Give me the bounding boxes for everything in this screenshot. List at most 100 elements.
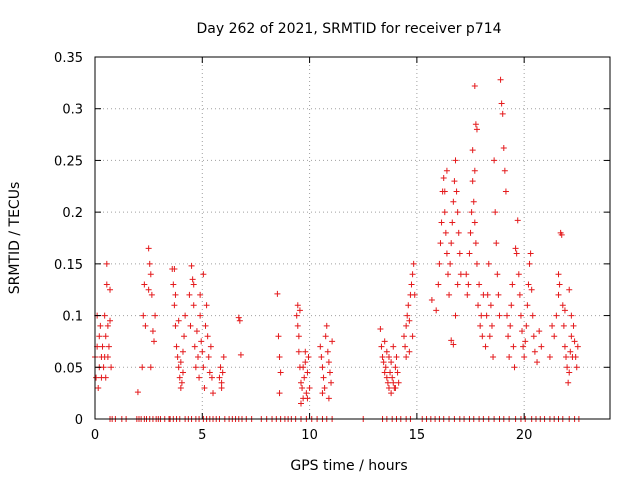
y-tick-labels: 0 0.05 0.1 0.15 0.2 0.25 0.3 0.35 bbox=[54, 51, 83, 428]
data-point bbox=[146, 260, 153, 267]
data-point bbox=[179, 348, 186, 355]
data-point bbox=[378, 343, 385, 350]
data-point bbox=[473, 126, 480, 133]
data-point bbox=[409, 271, 416, 278]
data-point bbox=[549, 322, 556, 329]
data-point bbox=[454, 209, 461, 216]
data-point bbox=[428, 297, 435, 304]
data-point bbox=[390, 379, 397, 386]
data-point bbox=[471, 167, 478, 174]
data-point bbox=[473, 260, 480, 267]
data-point bbox=[444, 271, 451, 278]
data-point bbox=[558, 231, 565, 238]
data-point bbox=[147, 271, 154, 278]
data-point bbox=[470, 198, 477, 205]
data-point bbox=[104, 322, 111, 329]
data-point bbox=[305, 353, 312, 360]
data-point bbox=[395, 379, 402, 386]
data-point bbox=[565, 379, 572, 386]
data-point bbox=[469, 147, 476, 154]
data-point bbox=[192, 364, 199, 371]
data-point bbox=[389, 374, 396, 381]
data-point bbox=[202, 322, 209, 329]
data-point bbox=[401, 333, 407, 340]
data-point bbox=[515, 271, 522, 278]
data-point bbox=[509, 281, 516, 288]
data-point bbox=[392, 364, 399, 371]
data-point bbox=[186, 291, 193, 298]
data-point bbox=[561, 343, 568, 350]
data-point bbox=[464, 291, 471, 298]
data-point bbox=[455, 229, 462, 236]
data-point bbox=[295, 333, 302, 340]
data-point bbox=[530, 333, 537, 340]
data-point bbox=[553, 312, 560, 319]
data-point bbox=[465, 281, 472, 288]
data-point bbox=[174, 353, 181, 360]
data-point bbox=[450, 198, 457, 205]
data-point bbox=[210, 390, 217, 397]
data-point bbox=[220, 353, 227, 360]
data-point bbox=[380, 359, 387, 366]
data-point bbox=[567, 348, 574, 355]
data-point bbox=[388, 359, 395, 366]
data-point bbox=[197, 312, 204, 319]
data-point bbox=[517, 312, 524, 319]
data-point bbox=[295, 348, 302, 355]
data-point bbox=[472, 121, 479, 128]
data-point bbox=[497, 76, 504, 83]
data-point bbox=[103, 260, 110, 267]
data-point bbox=[433, 307, 440, 314]
data-point bbox=[559, 302, 566, 309]
data-point bbox=[302, 348, 309, 355]
data-point bbox=[108, 364, 115, 371]
data-point bbox=[478, 312, 485, 319]
data-point bbox=[556, 281, 563, 288]
data-point bbox=[149, 328, 156, 335]
data-point bbox=[572, 353, 579, 360]
data-point bbox=[200, 271, 207, 278]
data-point bbox=[97, 322, 104, 329]
data-point bbox=[172, 322, 179, 329]
y-tick-label: 0.25 bbox=[54, 154, 83, 169]
data-point bbox=[390, 343, 397, 350]
data-point bbox=[329, 338, 336, 345]
data-point bbox=[151, 338, 158, 345]
y-tick-label: 0.05 bbox=[54, 361, 83, 376]
data-point bbox=[546, 353, 553, 360]
data-point bbox=[296, 307, 303, 314]
y-tick-label: 0.3 bbox=[62, 103, 83, 118]
data-point bbox=[134, 389, 141, 396]
data-point bbox=[173, 343, 180, 350]
data-point bbox=[437, 240, 444, 247]
data-point bbox=[177, 384, 184, 391]
data-point bbox=[436, 260, 443, 267]
data-point bbox=[498, 100, 505, 107]
data-point bbox=[105, 343, 112, 350]
data-point bbox=[447, 260, 454, 267]
data-point bbox=[217, 364, 224, 371]
data-point bbox=[491, 157, 498, 164]
data-point bbox=[145, 286, 152, 293]
plot-frame bbox=[94, 56, 611, 420]
data-point bbox=[294, 322, 301, 329]
data-point bbox=[472, 240, 479, 247]
data-point bbox=[500, 145, 507, 152]
data-point bbox=[103, 281, 110, 288]
data-point bbox=[147, 364, 154, 371]
data-point bbox=[276, 390, 283, 397]
data-point bbox=[96, 333, 103, 340]
y-tick-label: 0.15 bbox=[54, 258, 83, 273]
data-point bbox=[299, 384, 306, 391]
data-point bbox=[219, 369, 226, 376]
data-point bbox=[448, 240, 455, 247]
data-point bbox=[323, 322, 330, 329]
data-point bbox=[453, 188, 460, 195]
data-point bbox=[189, 276, 196, 283]
data-point bbox=[514, 217, 521, 224]
data-point bbox=[101, 312, 108, 319]
data-point bbox=[188, 262, 195, 269]
data-point bbox=[319, 364, 326, 371]
data-point bbox=[468, 209, 475, 216]
